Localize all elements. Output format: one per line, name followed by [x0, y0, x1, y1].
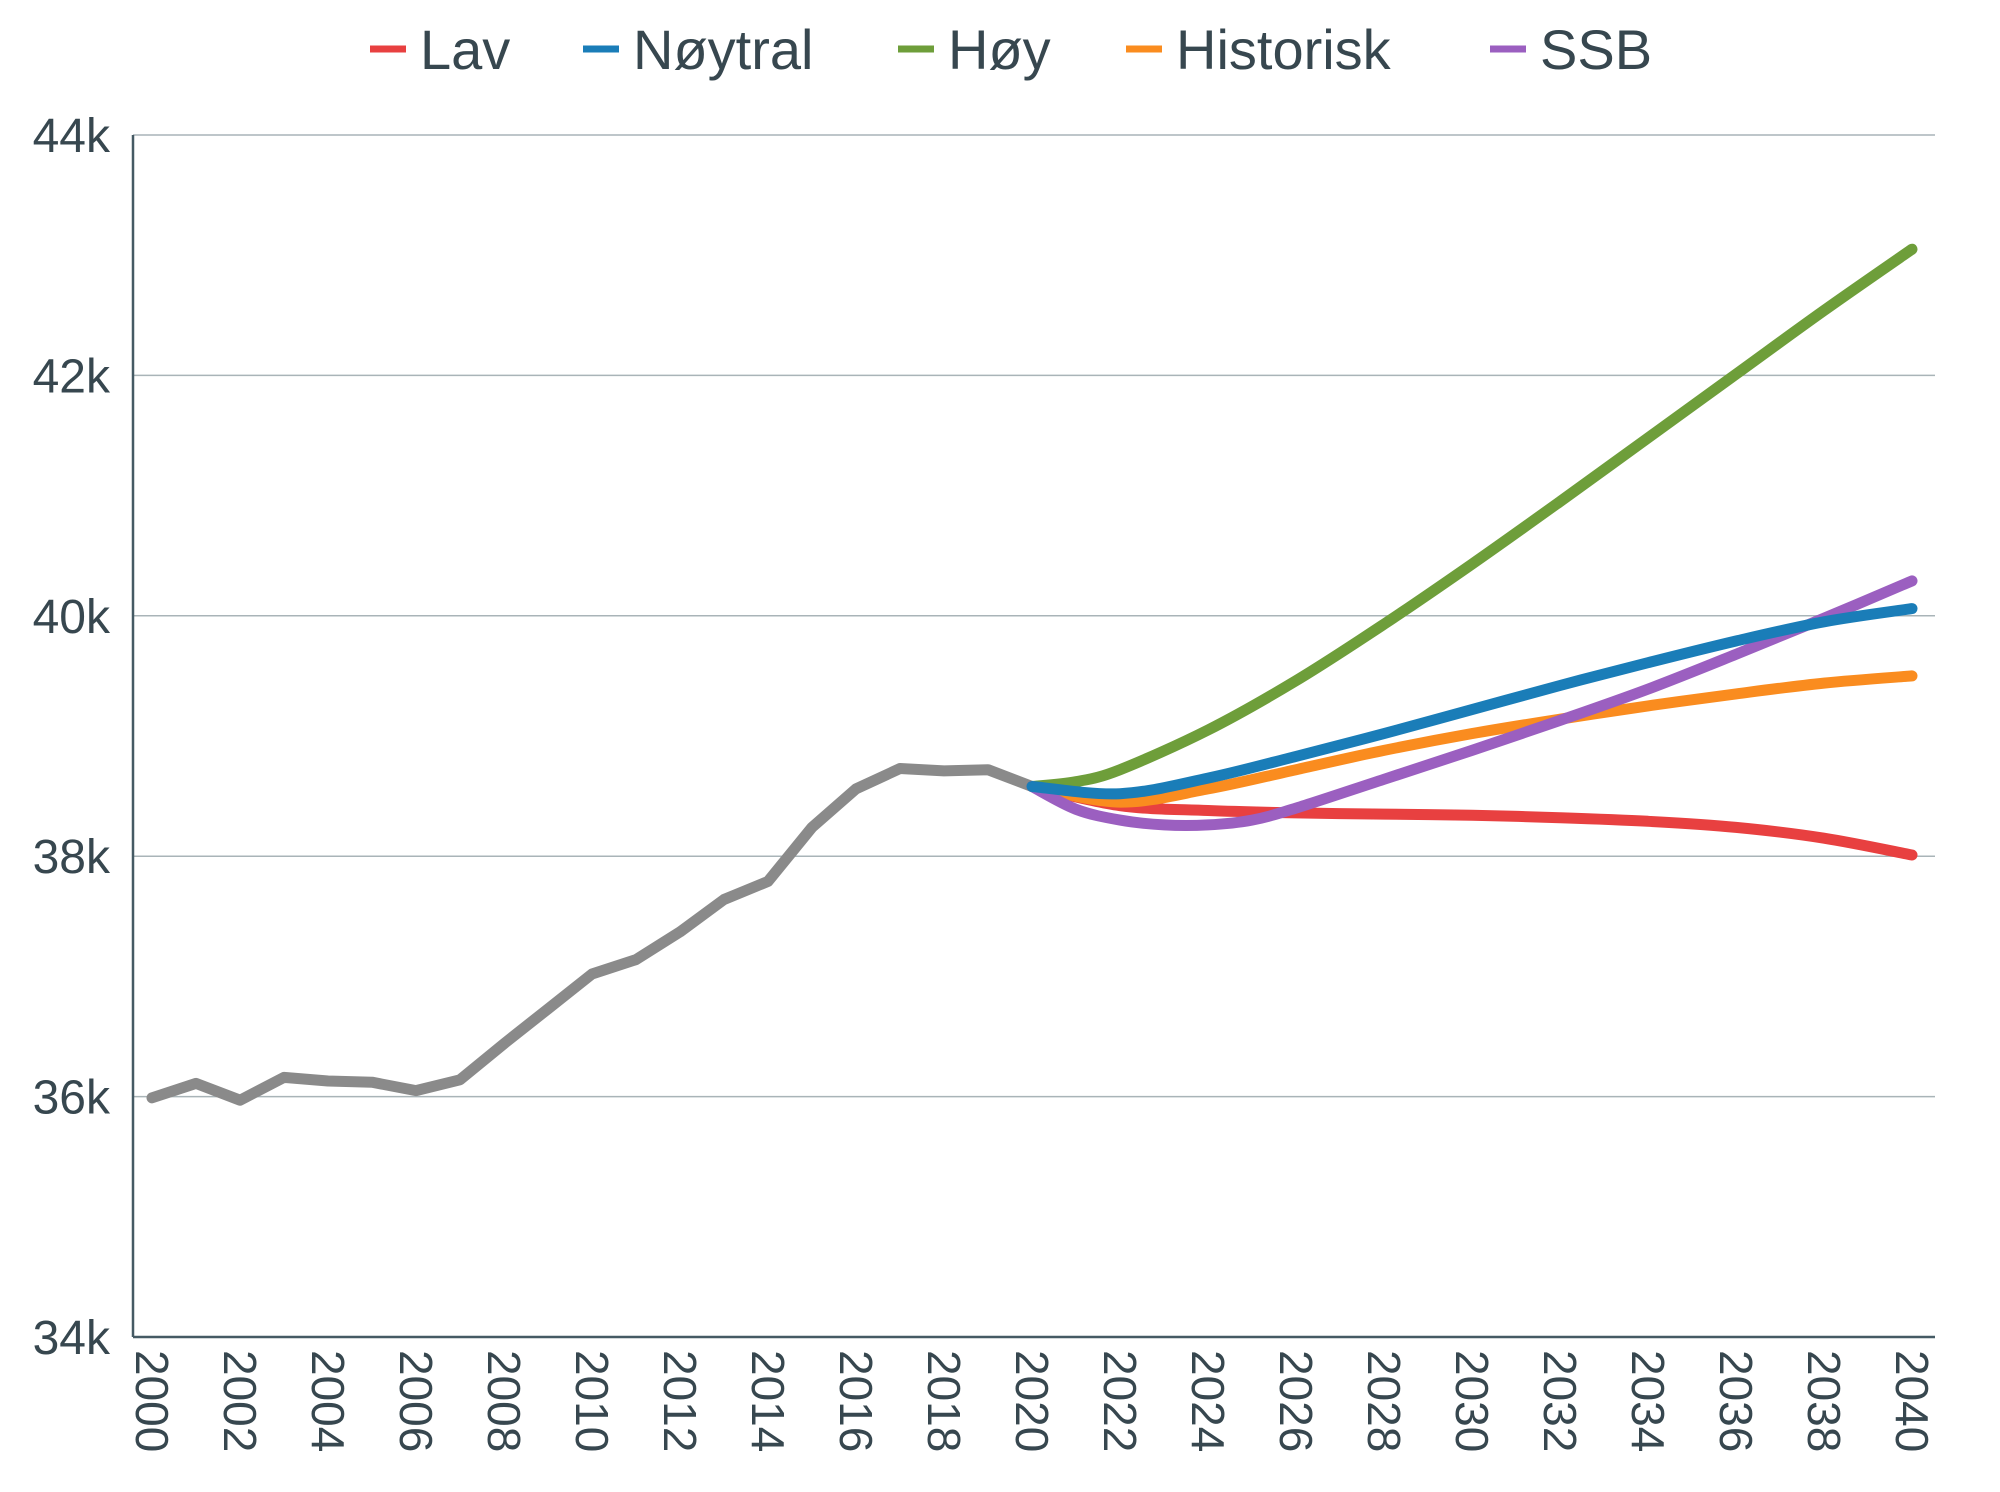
legend-label-noytral: Nøytral	[633, 18, 813, 81]
y-tick-label: 42k	[33, 350, 111, 403]
x-tick-label: 2002	[214, 1350, 266, 1452]
x-tick-label: 2018	[918, 1350, 970, 1452]
x-tick-label: 2036	[1710, 1350, 1762, 1452]
x-tick-label: 2010	[566, 1350, 618, 1452]
x-tick-label: 2022	[1094, 1350, 1146, 1452]
legend-label-hoy: Høy	[948, 18, 1051, 81]
series-lines	[146, 243, 1918, 1106]
y-tick-label: 40k	[33, 591, 111, 644]
x-tick-label: 2040	[1886, 1350, 1938, 1452]
x-tick-label: 2004	[302, 1350, 354, 1452]
x-tick-label: 2038	[1798, 1350, 1850, 1452]
x-tick-label: 2016	[830, 1350, 882, 1452]
x-tick-label: 2014	[742, 1350, 794, 1452]
legend-label-historisk: Historisk	[1176, 18, 1392, 81]
x-tick-label: 2024	[1182, 1350, 1234, 1452]
x-tick-label: 2034	[1622, 1350, 1674, 1452]
x-tick-label: 2012	[654, 1350, 706, 1452]
x-tick-label: 2030	[1446, 1350, 1498, 1452]
x-tick-label: 2020	[1006, 1350, 1058, 1452]
x-tick-label: 2008	[478, 1350, 530, 1452]
y-axis-tick-labels: 34k 36k 38k 40k 42k 44k	[33, 110, 111, 1365]
y-tick-label: 38k	[33, 831, 111, 884]
series-line-lav	[1026, 781, 1918, 861]
series-line-ssb	[1026, 575, 1918, 831]
series-line-historisk	[1026, 670, 1918, 808]
legend-label-lav: Lav	[420, 18, 510, 81]
legend: Lav Nøytral Høy Historisk SSB	[370, 18, 1652, 81]
grid-lines	[133, 134, 1935, 1098]
axes	[131, 135, 1935, 1339]
series-line-historisk-data	[146, 763, 1038, 1106]
legend-label-ssb: SSB	[1540, 18, 1652, 81]
x-tick-label: 2028	[1358, 1350, 1410, 1452]
x-tick-label: 2026	[1270, 1350, 1322, 1452]
y-tick-label: 34k	[33, 1312, 111, 1365]
series-line-hoy	[1026, 243, 1918, 792]
x-tick-label: 2006	[390, 1350, 442, 1452]
x-tick-label: 2032	[1534, 1350, 1586, 1452]
y-tick-label: 44k	[33, 110, 111, 163]
x-axis-tick-labels: 2000 2002 2004 2006 2008 2010 2012 2014 2016 2018…	[126, 1350, 1938, 1452]
y-tick-label: 36k	[33, 1072, 111, 1125]
x-tick-label: 2000	[126, 1350, 178, 1452]
series-line-noytral	[1026, 603, 1918, 800]
